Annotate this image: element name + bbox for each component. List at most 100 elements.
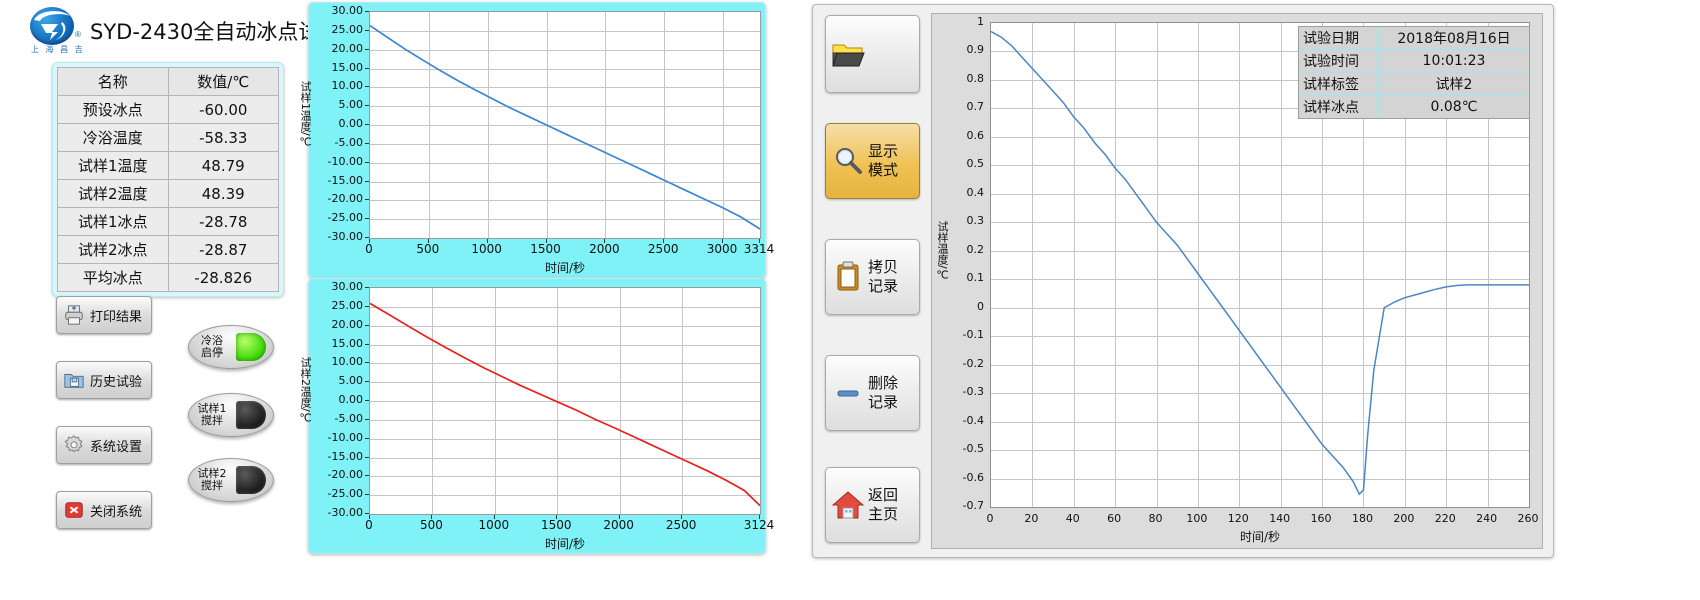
x-tick-label: 240 xyxy=(1476,512,1498,525)
gridline-horizontal xyxy=(991,251,1529,252)
chart-panel-sample2: 30.00 25.00 20.00 15.00 10.00 5.00 0.00 -5.00 -1… xyxy=(299,278,774,554)
gridline-horizontal xyxy=(370,363,760,364)
y-tick-label: 0.00 xyxy=(338,117,364,130)
gridline-vertical xyxy=(1239,23,1240,507)
minus-icon xyxy=(831,376,865,410)
folder-history-icon xyxy=(63,369,85,391)
gridline-horizontal xyxy=(991,80,1529,81)
plot-area xyxy=(369,11,761,239)
gridline-horizontal xyxy=(370,307,760,308)
x-tick-label: 500 xyxy=(419,518,443,532)
print-result-button[interactable]: 打印结果 xyxy=(56,296,152,334)
x-tick-label: 100 xyxy=(1186,512,1208,525)
y-tick xyxy=(365,49,369,50)
x-axis-title: 时间/秒 xyxy=(544,261,586,275)
gridline-horizontal xyxy=(991,222,1529,223)
measurement-value: 48.79 xyxy=(167,151,279,180)
info-value: 试样2 xyxy=(1435,77,1473,93)
y-tick xyxy=(365,400,369,401)
y-axis-title: 试样温度/℃ xyxy=(936,221,949,282)
gridline-horizontal xyxy=(370,69,760,70)
detail-chart-frame: 试验日期 2018年08月16日 试验时间 10:01:23 试样标签 试样2 试样冰点 0.… xyxy=(931,13,1543,549)
x-tick-label: 2000 xyxy=(603,518,634,532)
company-logo-icon: ® 上 海 昌 吉 xyxy=(28,6,84,56)
y-tick xyxy=(365,513,369,514)
system-settings-button[interactable]: 系统设置 xyxy=(56,426,152,464)
delete-record-button[interactable]: 删除 记录 xyxy=(825,355,920,431)
y-tick xyxy=(365,475,369,476)
y-tick xyxy=(365,30,369,31)
gridline-vertical xyxy=(605,12,606,238)
display-mode-button[interactable]: 显示 模式 xyxy=(825,123,920,199)
y-axis-title: 试样1温度/℃ xyxy=(299,81,312,149)
column-header: 名称 xyxy=(57,67,169,96)
gridline-horizontal xyxy=(370,50,760,51)
left-panel: ® 上 海 昌 吉 SYD-2430全自动冰点试验器 名称 数值/℃ 预设冰点 -60… xyxy=(0,0,361,600)
gridline-vertical xyxy=(1488,23,1489,507)
gridline-horizontal xyxy=(370,125,760,126)
copy-record-button[interactable]: 拷贝 记录 xyxy=(825,239,920,315)
y-tick xyxy=(365,381,369,382)
y-tick xyxy=(365,199,369,200)
series-line xyxy=(370,302,760,507)
y-tick-label: 25.00 xyxy=(331,23,364,36)
gridline-horizontal xyxy=(370,326,760,327)
right-panel: 显示 模式拷贝 记录删除 记录返回 主页 试验日期 2018年08月16日 试验时间 10:0… xyxy=(812,4,1554,558)
info-row: 试验时间 10:01:23 xyxy=(1299,49,1529,72)
gridline-horizontal xyxy=(991,165,1529,166)
y-tick-label: 30.00 xyxy=(331,280,364,293)
gridline-horizontal xyxy=(991,479,1529,480)
x-tick xyxy=(556,515,557,519)
y-tick-label: -10.00 xyxy=(327,431,363,444)
cold-bath-toggle[interactable]: 冷浴 启停 xyxy=(188,325,274,369)
gridline-horizontal xyxy=(370,476,760,477)
button-label: 系统设置 xyxy=(90,439,143,455)
gridline-vertical xyxy=(1032,23,1033,507)
table-row: 试样1冰点 -28.78 xyxy=(57,207,279,236)
y-tick-label: -0.3 xyxy=(962,385,984,398)
y-tick xyxy=(365,11,369,12)
x-tick-label: 0 xyxy=(986,512,994,525)
sample1-stir-toggle[interactable]: 试样1 搅拌 xyxy=(188,393,274,437)
open-folder-button[interactable] xyxy=(825,15,920,93)
y-tick-label: -10.00 xyxy=(327,155,363,168)
x-tick xyxy=(487,239,488,243)
y-tick xyxy=(365,218,369,219)
toggle-label: 冷浴 启停 xyxy=(201,334,223,359)
table-header-row: 名称 数值/℃ xyxy=(57,67,279,96)
gridline-vertical xyxy=(1157,23,1158,507)
toggle-knob[interactable] xyxy=(236,466,266,494)
x-tick xyxy=(759,239,760,243)
y-tick-label: 15.00 xyxy=(331,337,364,350)
y-tick xyxy=(365,362,369,363)
gridline-horizontal xyxy=(991,450,1529,451)
x-tick-label: 1500 xyxy=(540,518,572,532)
gridline-horizontal xyxy=(991,308,1529,309)
gridline-horizontal xyxy=(991,393,1529,394)
y-tick-label: 0.9 xyxy=(966,43,985,56)
y-tick-label: 0.1 xyxy=(966,271,985,284)
toggle-knob[interactable] xyxy=(236,333,266,361)
measurement-value: -60.00 xyxy=(167,95,279,124)
y-tick-label: 0.6 xyxy=(966,129,985,142)
measurement-name: 冷浴温度 xyxy=(57,123,169,152)
history-test-button[interactable]: 历史试验 xyxy=(56,361,152,399)
x-axis-title: 时间/秒 xyxy=(1239,530,1281,544)
sample2-stir-toggle[interactable]: 试样2 搅拌 xyxy=(188,458,274,502)
gridline-horizontal xyxy=(991,51,1529,52)
y-tick xyxy=(365,124,369,125)
return-home-button[interactable]: 返回 主页 xyxy=(825,467,920,543)
table-row: 平均冰点 -28.826 xyxy=(57,263,279,292)
gridline-horizontal xyxy=(991,336,1529,337)
series-line xyxy=(991,30,1529,496)
x-tick xyxy=(604,239,605,243)
y-tick-label: -25.00 xyxy=(327,211,363,224)
gridline-horizontal xyxy=(370,420,760,421)
gridline-horizontal xyxy=(991,279,1529,280)
measurement-value: -28.826 xyxy=(167,263,279,292)
printer-icon xyxy=(63,304,85,326)
close-system-button[interactable]: 关闭系统 xyxy=(56,491,152,529)
toggle-knob[interactable] xyxy=(236,401,266,429)
button-label: 关闭系统 xyxy=(90,504,143,520)
measurement-name: 预设冰点 xyxy=(57,95,169,124)
